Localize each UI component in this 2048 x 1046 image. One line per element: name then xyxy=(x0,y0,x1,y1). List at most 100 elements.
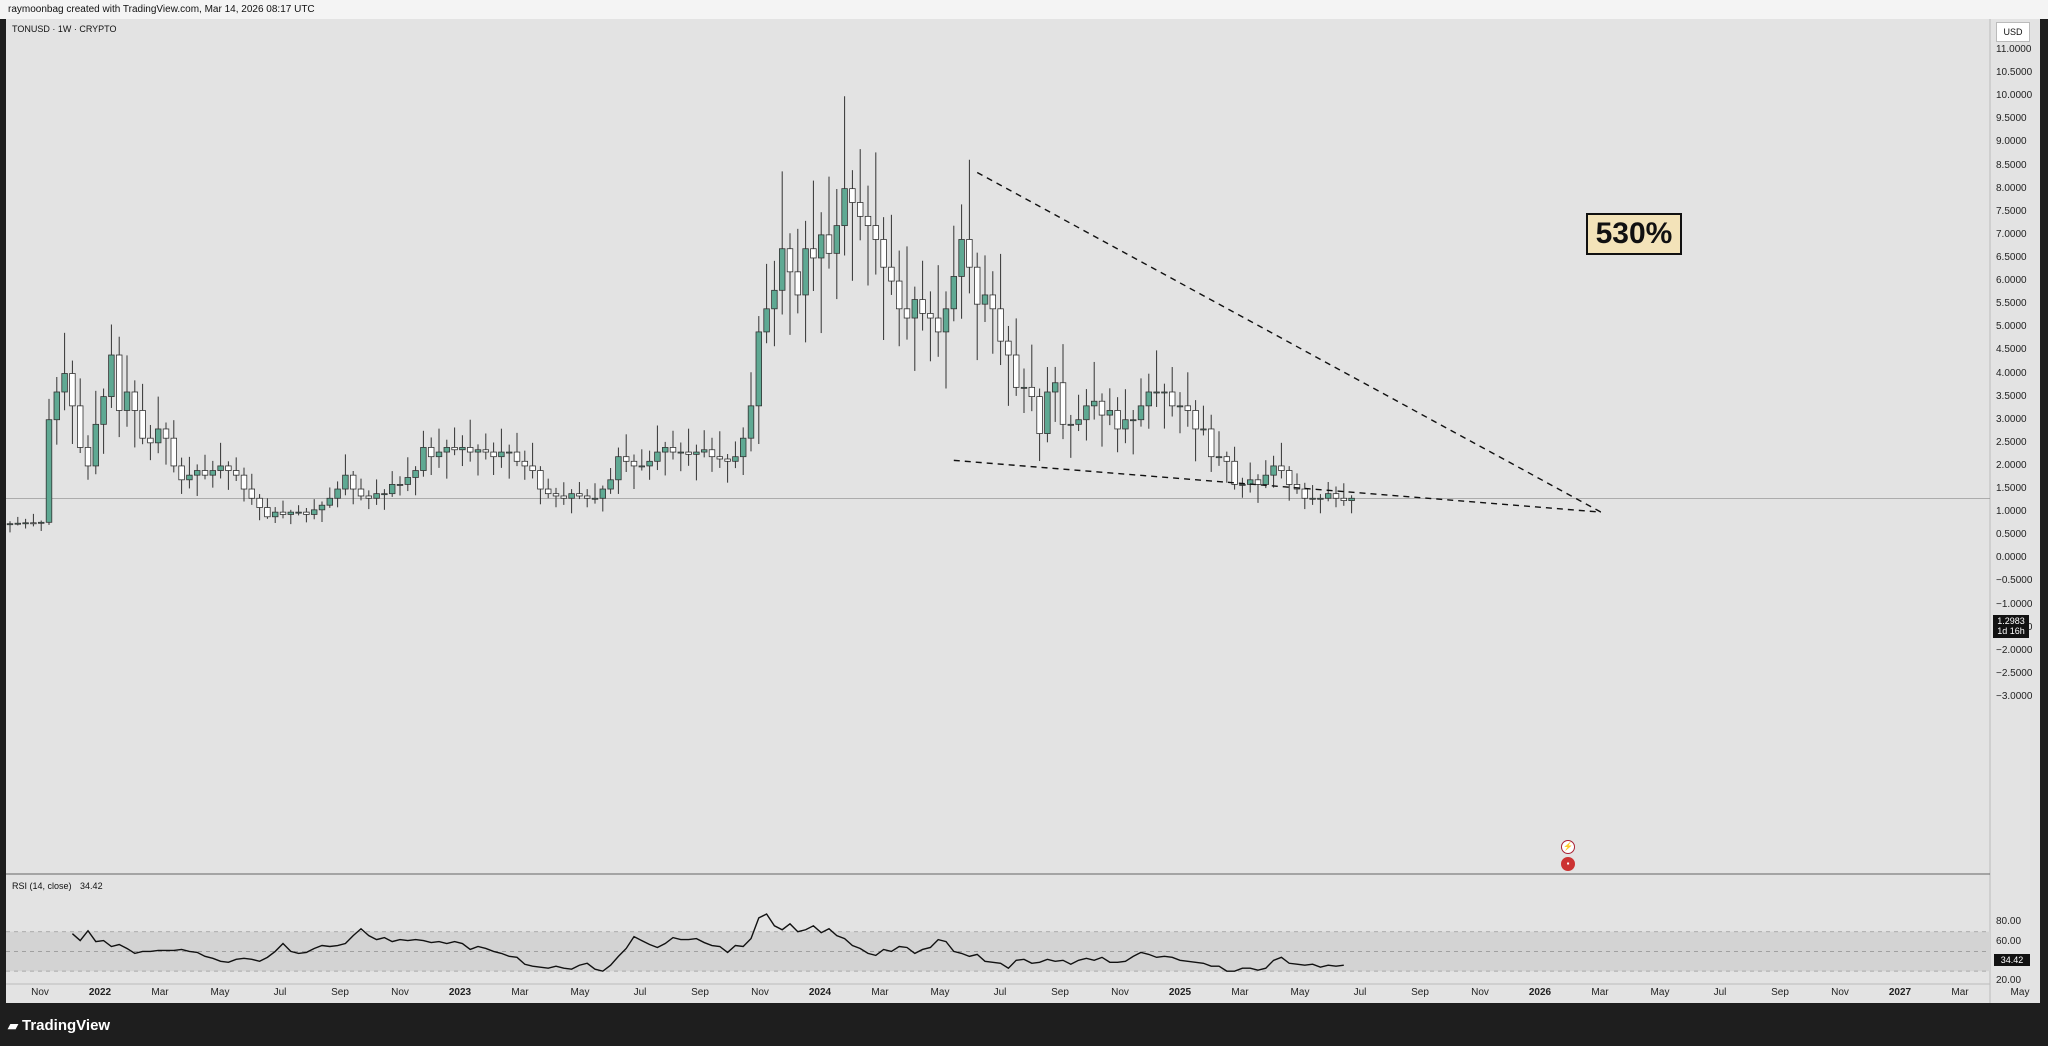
candle-body xyxy=(1020,386,1028,389)
candle-body xyxy=(170,437,177,467)
candle-body xyxy=(1052,382,1059,393)
candle-body xyxy=(38,521,45,524)
price-tick-label: 5.5000 xyxy=(1996,298,2027,310)
candle-body xyxy=(755,331,762,407)
chart-canvas[interactable] xyxy=(6,19,2040,1003)
candle-body xyxy=(669,447,677,453)
time-tick-label: 2027 xyxy=(1888,987,1912,998)
lower-trendline xyxy=(953,459,1602,513)
currency-badge[interactable]: USD xyxy=(1996,22,2030,42)
candle-body xyxy=(154,428,162,444)
candle-body xyxy=(295,511,302,514)
price-tick-label: 10.5000 xyxy=(1996,67,2033,79)
price-tick-label: 8.5000 xyxy=(1996,159,2027,171)
candle-body xyxy=(217,465,224,471)
lightning-event-icon[interactable]: ⚡ xyxy=(1561,840,1575,854)
symbol-title[interactable]: TONUSD · 1W · CRYPTO xyxy=(12,24,117,34)
candle-body xyxy=(381,493,388,496)
candle-body xyxy=(786,248,794,273)
price-tick-label: 11.0000 xyxy=(1996,44,2032,55)
percent-annotation[interactable]: 530% xyxy=(1586,213,1682,255)
price-tick-label: 2.0000 xyxy=(1996,459,2027,471)
candle-body xyxy=(357,488,365,497)
candle-body xyxy=(435,451,443,458)
time-tick-label: Sep xyxy=(1771,987,1789,998)
price-tick-label: 4.0000 xyxy=(1996,367,2027,379)
candle-body xyxy=(857,202,864,217)
candle-body xyxy=(365,495,372,499)
price-tick-label: 9.0000 xyxy=(1996,136,2027,148)
candle-body xyxy=(131,391,138,411)
candle-body xyxy=(1301,488,1308,499)
time-tick-label: May xyxy=(2010,987,2030,998)
time-tick-label: 2026 xyxy=(1528,987,1552,998)
candle-body xyxy=(1254,479,1262,485)
candle-body xyxy=(373,493,380,499)
candle-body xyxy=(1137,405,1145,421)
candle-body xyxy=(1059,382,1067,425)
candle-body xyxy=(209,470,216,476)
candle-body xyxy=(498,451,505,458)
candle-body xyxy=(271,511,279,518)
candle-body xyxy=(1262,474,1269,485)
time-tick-label: May xyxy=(570,987,590,998)
price-tick-label: 4.5000 xyxy=(1996,344,2027,356)
candle-body xyxy=(1231,460,1238,485)
time-tick-label: May xyxy=(1290,987,1310,998)
candle-body xyxy=(1184,405,1191,411)
time-tick-label: Jul xyxy=(993,987,1007,998)
candle-body xyxy=(287,511,294,515)
time-tick-label: Mar xyxy=(1231,987,1249,998)
candle-body xyxy=(1278,465,1285,471)
candle-body xyxy=(6,523,14,526)
candle-body xyxy=(607,479,614,490)
time-tick-label: Sep xyxy=(1411,987,1429,998)
candle-body xyxy=(654,451,661,462)
candle-body xyxy=(123,391,131,411)
last-price-value: 1.2983 xyxy=(1997,616,2025,626)
candle-body xyxy=(474,449,482,453)
price-tick-label: 0.5000 xyxy=(1996,529,2027,541)
price-tick-label: 6.5000 xyxy=(1996,251,2027,263)
candle-body xyxy=(997,308,1004,342)
candle-body xyxy=(178,465,185,481)
price-tick-label: 2.5000 xyxy=(1996,436,2027,448)
candle-body xyxy=(490,451,497,458)
candle-body xyxy=(841,188,848,227)
tradingview-logo[interactable]: ▰ TradingView xyxy=(8,1017,110,1034)
candle-body xyxy=(443,447,450,453)
candle-body xyxy=(701,449,708,453)
candle-body xyxy=(1200,428,1207,431)
rsi-title: RSI (14, close) xyxy=(12,881,72,891)
candle-body xyxy=(240,474,248,490)
candle-body xyxy=(927,313,934,319)
candle-body xyxy=(1028,386,1035,398)
candle-body xyxy=(677,451,684,454)
candle-body xyxy=(545,488,552,495)
footer: ▰ TradingView xyxy=(0,1003,2048,1046)
candle-body xyxy=(193,470,201,476)
time-tick-label: Mar xyxy=(151,987,169,998)
price-tick-label: −3.0000 xyxy=(1996,691,2033,702)
candle-body xyxy=(45,419,53,523)
candle-body xyxy=(420,447,427,471)
rsi-legend[interactable]: RSI (14, close) 34.42 xyxy=(12,881,103,891)
candle-body xyxy=(412,470,419,478)
candle-body xyxy=(225,465,232,471)
candle-body xyxy=(630,460,638,467)
candle-body xyxy=(303,511,310,515)
candle-body xyxy=(139,410,146,439)
candle-body xyxy=(466,447,474,453)
attribution-text: raymoonbag created with TradingView.com,… xyxy=(8,4,315,15)
chart-area[interactable]: TONUSD · 1W · CRYPTO USD 11.0000 10.5000 1… xyxy=(6,19,2040,1003)
candle-body xyxy=(1083,405,1090,421)
candle-body xyxy=(1176,405,1184,408)
candle-body xyxy=(1075,419,1082,425)
candle-body xyxy=(763,308,770,333)
brand-name: TradingView xyxy=(22,1017,111,1034)
us-flag-event-icon[interactable]: ▪ xyxy=(1561,857,1575,871)
time-tick-label: 2025 xyxy=(1168,987,1192,998)
candle-body xyxy=(53,391,60,421)
candle-body xyxy=(1293,484,1301,490)
candle-body xyxy=(646,460,653,467)
